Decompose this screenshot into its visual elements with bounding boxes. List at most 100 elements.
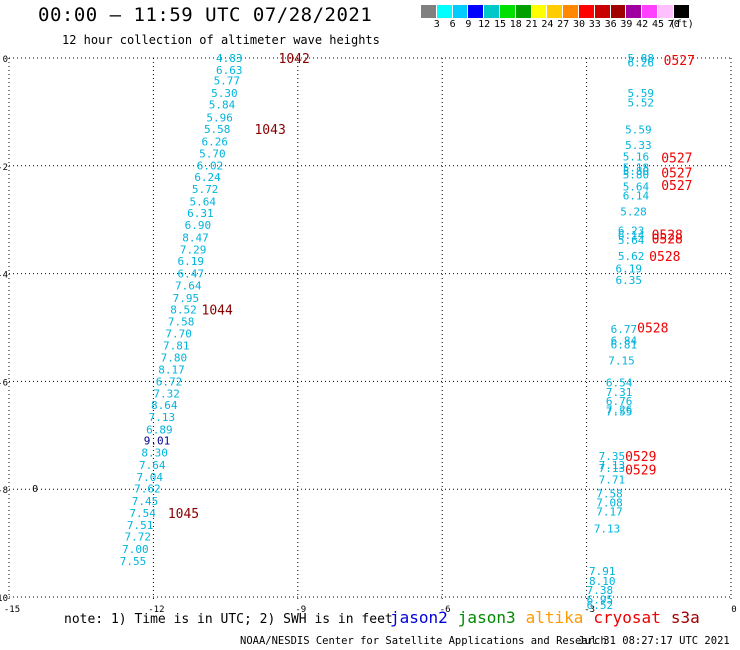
swh-value: 7.58 [596, 488, 623, 501]
swh-value: 7.55 [606, 406, 633, 419]
time-label: 0528 [652, 228, 683, 243]
swh-value: 5.28 [620, 206, 647, 219]
satellite-cryosat: cryosat [593, 608, 661, 627]
x-tick-label: -3 [584, 605, 595, 615]
y-tick-label: -4 [0, 271, 8, 281]
swh-value: 6.26 [202, 136, 229, 149]
x-tick-label: -9 [295, 605, 306, 615]
page-subtitle: 12 hour collection of altimeter wave hei… [62, 33, 380, 47]
swh-value: 5.96 [206, 111, 233, 124]
swh-value: 7.15 [608, 354, 635, 367]
swh-value: 7.45 [132, 495, 159, 508]
swh-value: 6.77 [611, 323, 638, 336]
swh-value: 6.84 [611, 334, 638, 347]
satellite-jason2: jason2 [390, 608, 448, 627]
time-label: 0527 [664, 54, 695, 69]
scale-label: 24 [541, 19, 554, 30]
swh-value: 7.26 [606, 403, 633, 416]
swh-value: 7.38 [587, 584, 614, 597]
swh-value: 7.31 [606, 386, 633, 399]
swh-value: 7.13 [599, 459, 626, 472]
swh-value: 8.17 [158, 364, 185, 377]
swh-value: 7.80 [161, 352, 188, 365]
chart-ticks: 0 -2 -4 -6 -8 -10-15 -12 -9 -6 -3 0 [0, 55, 737, 615]
swh-value: 6.76 [606, 395, 633, 408]
swh-value: 5.59 [625, 124, 652, 137]
scale-swatch [673, 5, 690, 18]
color-scale-legend: 3 6 9 12 15 18 21 24 27 30 33 36 39 42 45 70 (ft) [421, 5, 694, 32]
scale-label: 3 [433, 19, 440, 30]
x-tick-label: -15 [4, 605, 20, 615]
swh-value: 8.52 [170, 304, 197, 317]
swh-value: 6.14 [623, 189, 650, 202]
scale-swatch [563, 5, 579, 18]
satellite-s3a: s3a [670, 608, 700, 627]
swh-value: 7.54 [129, 507, 156, 520]
swh-value: 7.95 [173, 292, 200, 305]
swh-value: 7.62 [134, 483, 161, 496]
x-tick-label: -12 [148, 605, 164, 615]
scale-swatch [626, 5, 643, 18]
swh-value: 5.30 [211, 87, 238, 100]
swh-value: 5.33 [625, 139, 652, 152]
swh-value: 6.14 [618, 229, 645, 242]
swh-value: 5.64 [623, 180, 650, 193]
swh-value: 6.02 [197, 159, 224, 172]
swh-value: 5.80 [623, 165, 650, 178]
swh-value: 7.71 [599, 473, 626, 486]
markers: 0 [32, 484, 38, 495]
swh-value: 7.04 [137, 471, 164, 484]
swh-value: 6.52 [587, 599, 614, 612]
time-label: 1045 [168, 507, 199, 522]
chart-grid [8, 57, 732, 602]
scale-swatch [436, 5, 453, 18]
swh-value: 7.08 [596, 497, 623, 510]
time-label: 0528 [637, 322, 668, 337]
swh-value: 5.84 [209, 98, 236, 111]
time-label: 0529 [625, 463, 656, 478]
scale-swatch [421, 5, 437, 18]
y-tick-label: -2 [0, 163, 8, 173]
scale-label: 30 [572, 19, 586, 30]
swh-value: 7.51 [127, 519, 154, 532]
scale-swatch [468, 5, 485, 18]
scale-swatch [452, 5, 469, 18]
satellite-altika: altika [525, 608, 584, 627]
swh-value: 7.55 [120, 555, 147, 568]
swh-value: 7.32 [153, 387, 180, 400]
swh-value: 7.91 [589, 565, 616, 578]
time-labels: 1042104310441045052705270527052705280528… [168, 52, 695, 522]
scale-label: 39 [620, 19, 633, 30]
swh-value: 6.63 [216, 64, 243, 77]
swh-value: 8.64 [151, 399, 178, 412]
swh-value: 7.58 [168, 316, 195, 329]
y-tick-label: -10 [0, 594, 8, 604]
scale-swatch [515, 5, 532, 18]
scale-label: (ft) [669, 19, 694, 30]
scale-swatch [642, 5, 658, 18]
swh-value: 6.24 [194, 171, 221, 184]
scale-swatch [594, 5, 611, 18]
scale-label: 70 [667, 19, 680, 30]
time-label: 1044 [202, 304, 233, 319]
color-scale-swatches [421, 5, 690, 18]
swh-value: 6.81 [611, 339, 638, 352]
scale-label: 45 [651, 19, 665, 30]
scale-swatch [610, 5, 627, 18]
scale-label: 33 [588, 19, 601, 30]
swh-value: 6.95 [587, 594, 614, 607]
swh-value: 5.70 [199, 147, 226, 160]
x-tick-label: 0 [731, 605, 736, 615]
swh-value: 4.83 [216, 52, 243, 65]
swh-value: 7.13 [599, 462, 626, 475]
scale-swatch [484, 5, 500, 18]
color-scale-labels: 3 6 9 12 15 18 21 24 27 30 33 36 39 42 45 70 (ft) [421, 18, 694, 32]
time-label: 0527 [661, 152, 692, 167]
swh-value: 8.10 [589, 575, 616, 588]
credit-text: NOAA/NESDIS Center for Satellite Applica… [240, 635, 607, 647]
scale-swatch [547, 5, 564, 18]
scale-label: 6 [449, 19, 456, 30]
swh-value: 5.58 [204, 123, 231, 136]
swh-value: 5.52 [628, 97, 655, 110]
scale-swatch [578, 5, 595, 18]
